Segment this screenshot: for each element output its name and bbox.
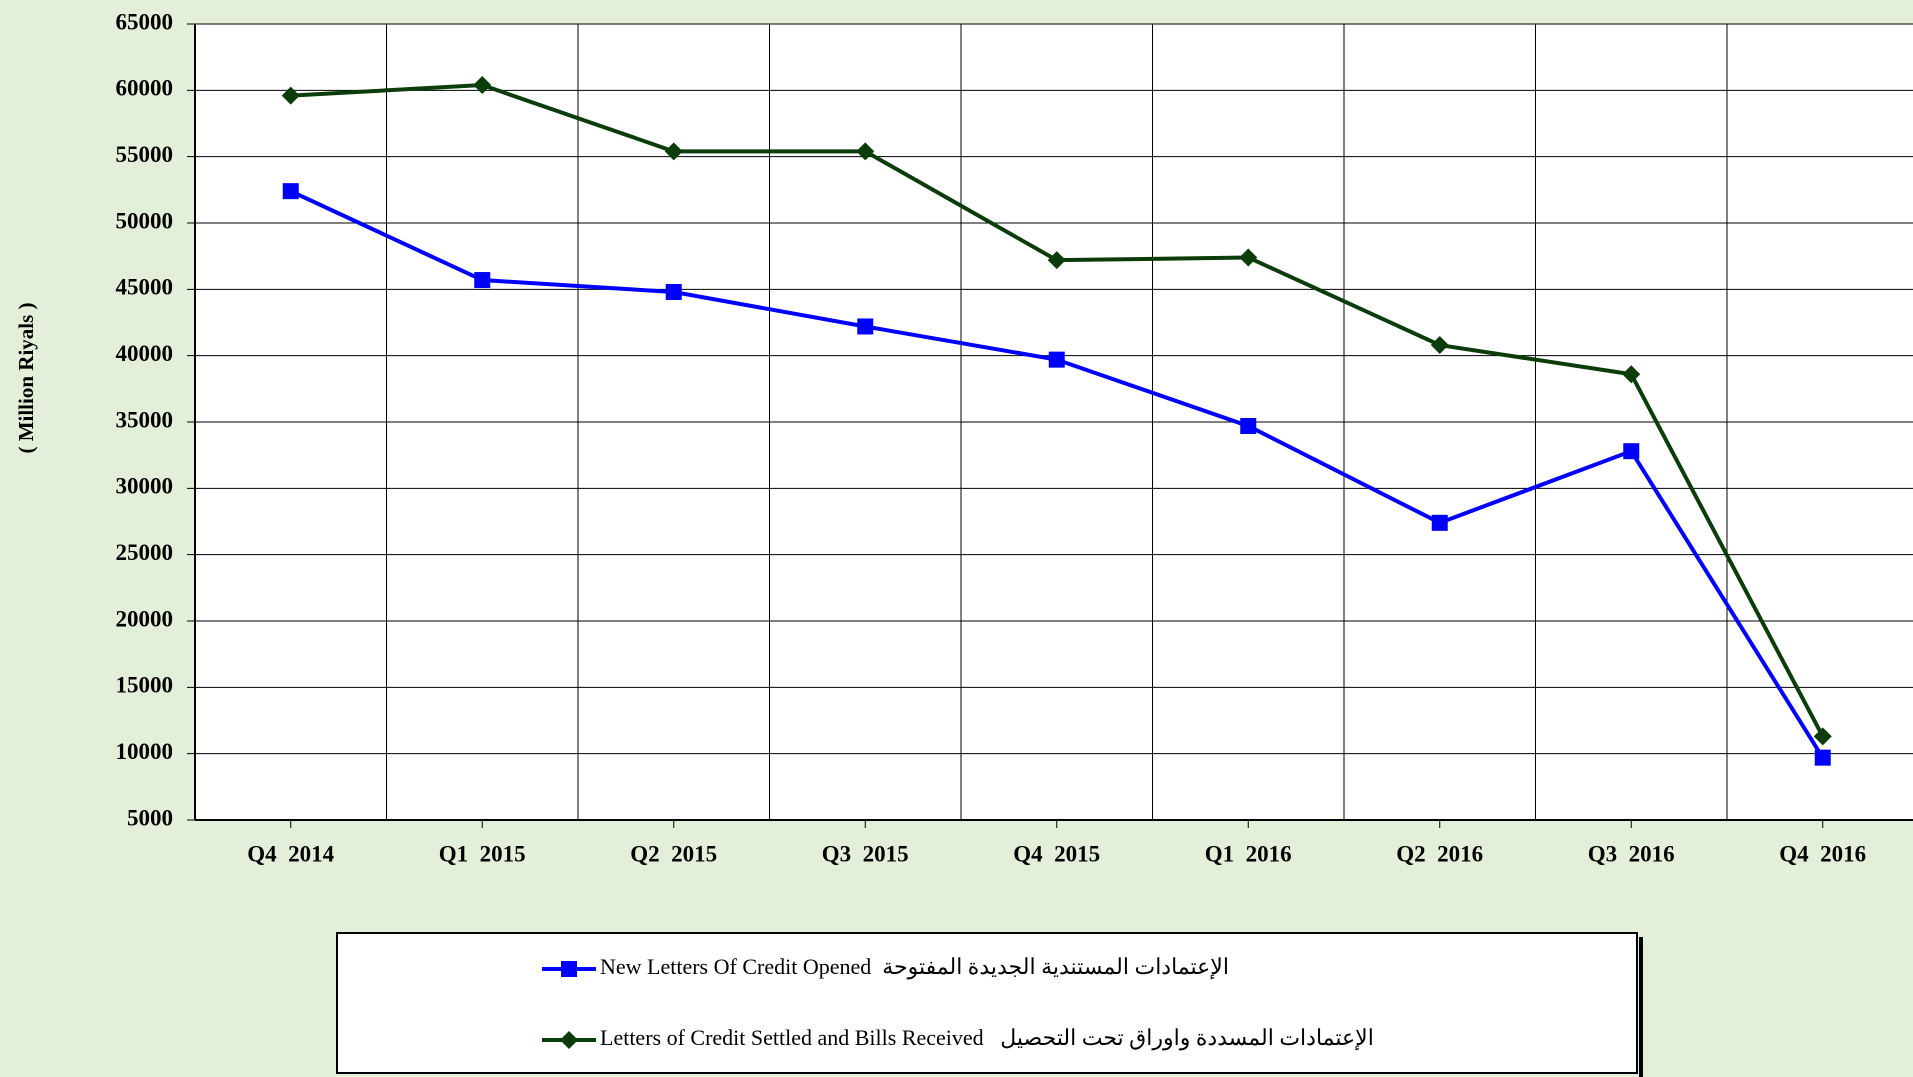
x-tick-label: Q4 2014	[247, 841, 334, 866]
y-tick-label: 40000	[116, 341, 174, 366]
data-point	[1240, 417, 1257, 434]
y-axis-label: ( Million Riyals )	[14, 302, 38, 453]
y-tick-label: 50000	[116, 208, 174, 233]
data-point	[1430, 336, 1449, 355]
legend-box	[336, 932, 1638, 1074]
y-tick-label: 45000	[116, 275, 174, 300]
data-point	[473, 76, 492, 95]
data-point	[281, 86, 300, 105]
data-point	[282, 183, 299, 200]
data-point	[1622, 365, 1641, 384]
y-tick-label: 65000	[116, 9, 174, 34]
x-tick-label: Q1 2015	[439, 841, 526, 866]
data-point	[1239, 248, 1258, 267]
y-tick-label: 5000	[127, 805, 173, 830]
data-point	[1623, 443, 1640, 460]
legend-marker	[561, 961, 577, 977]
x-tick-label: Q3 2016	[1588, 841, 1675, 866]
legend-label: Letters of Credit Settled and Bills Rece…	[600, 1025, 1374, 1051]
data-point	[857, 318, 874, 335]
x-tick-label: Q2 2015	[630, 841, 717, 866]
y-tick-label: 55000	[116, 142, 174, 167]
y-tick-label: 35000	[116, 407, 174, 432]
x-tick-label: Q4 2015	[1013, 841, 1100, 866]
y-tick-label: 60000	[116, 76, 174, 101]
y-tick-label: 10000	[116, 739, 174, 764]
x-tick-label: Q2 2016	[1396, 841, 1483, 866]
data-point	[1047, 251, 1066, 270]
data-point	[665, 283, 682, 300]
x-tick-label: Q4 2016	[1779, 841, 1866, 866]
x-tick-label: Q1 2016	[1205, 841, 1292, 866]
data-point	[856, 142, 875, 161]
y-tick-label: 15000	[116, 673, 174, 698]
y-tick-label: 30000	[116, 474, 174, 499]
data-point	[664, 142, 683, 161]
data-point	[474, 272, 491, 289]
data-point	[1813, 727, 1832, 746]
legend-marker	[560, 1031, 578, 1049]
data-point	[1048, 351, 1065, 368]
legend-label: New Letters Of Credit Opened الإعتمادات …	[600, 954, 1229, 980]
data-point	[1814, 749, 1831, 766]
y-tick-label: 25000	[116, 540, 174, 565]
data-point	[1431, 514, 1448, 531]
y-tick-label: 20000	[116, 606, 174, 631]
x-tick-label: Q3 2015	[822, 841, 909, 866]
